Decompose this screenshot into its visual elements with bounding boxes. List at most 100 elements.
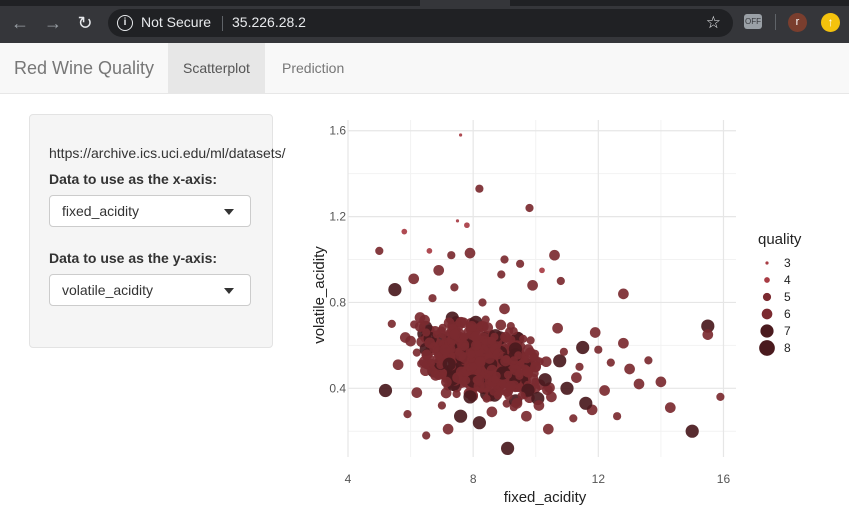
scatter-point (702, 329, 714, 340)
scatter-point (553, 354, 567, 368)
scatter-point (540, 356, 552, 368)
scatter-point (469, 362, 478, 371)
scatter-point (484, 353, 495, 364)
scatter-point (618, 337, 629, 349)
scatter-point (478, 298, 487, 307)
scatter-point (594, 345, 603, 354)
scatterplot-chart: 4 8 12 16 0.4 0.8 1.2 1.6 fixed_acidity volatil… (300, 115, 840, 510)
bookmark-star-icon[interactable]: ☆ (705, 13, 721, 32)
tab-scatterplot[interactable]: Scatterplot (168, 43, 265, 93)
legend-key (764, 277, 770, 283)
scatter-point (633, 378, 645, 390)
scatter-point (441, 376, 452, 388)
reload-icon[interactable]: ↻ (77, 13, 93, 33)
scatter-point (405, 335, 416, 347)
scatter-point (599, 385, 610, 396)
scatter-point (495, 319, 507, 331)
x-tick-label: 8 (470, 472, 477, 486)
axis-ticks: 4 8 12 16 0.4 0.8 1.2 1.6 (329, 124, 730, 486)
scatter-point (487, 336, 496, 346)
y-tick-label: 1.2 (329, 210, 346, 224)
y-axis-select[interactable]: volatile_acidity (49, 274, 251, 306)
scatter-point (401, 228, 408, 235)
x-axis-select[interactable]: fixed_acidity (49, 195, 251, 227)
scatter-point (556, 276, 565, 286)
back-icon[interactable]: ← (11, 13, 29, 33)
scatter-point (546, 391, 557, 403)
scatter-point (455, 316, 467, 328)
legend-key (765, 261, 769, 265)
scatter-point (542, 423, 554, 435)
scatter-point (452, 372, 463, 383)
scatter-point (486, 406, 498, 418)
scatter-point (539, 267, 545, 274)
app-brand[interactable]: Red Wine Quality (14, 58, 155, 78)
scatter-point (481, 315, 490, 324)
legend-title: quality (758, 231, 802, 248)
scatter-point (613, 412, 622, 421)
scatter-point (489, 387, 498, 396)
extension-icon[interactable]: OFF (744, 14, 762, 29)
scatter-point (560, 381, 574, 395)
scatter-point (522, 355, 531, 364)
scatter-point (624, 363, 635, 375)
scatter-point (525, 203, 534, 213)
scatter-point (576, 340, 590, 355)
scatter-point (502, 399, 511, 408)
scatter-point (470, 340, 482, 351)
legend-label: 7 (784, 324, 791, 338)
y-tick-label: 0.8 (329, 295, 346, 309)
scatter-point (427, 358, 436, 367)
scatter-point (450, 283, 459, 292)
scatter-point (378, 383, 393, 398)
scatter-point (685, 424, 699, 438)
x-axis-title: fixed_acidity (504, 489, 587, 506)
scatter-point (414, 312, 426, 323)
x-tick-label: 4 (345, 472, 352, 486)
scatter-point (482, 322, 494, 333)
address-bar[interactable]: i Not Secure 35.226.28.2 ☆ (108, 9, 733, 37)
legend-label: 6 (784, 307, 791, 321)
legend-key (760, 324, 774, 338)
url-text[interactable]: 35.226.28.2 (232, 14, 306, 30)
scatter-point (428, 294, 437, 303)
legend-label: 4 (784, 273, 791, 287)
scatter-point (618, 288, 629, 300)
info-icon[interactable]: i (117, 15, 133, 31)
scatter-point (466, 321, 478, 332)
scatter-point (412, 348, 421, 357)
x-axis-label: Data to use as the x-axis: (49, 171, 218, 187)
scatter-point (426, 248, 433, 254)
scatter-point (434, 352, 443, 361)
scatter-point (501, 334, 510, 343)
scatter-point (527, 279, 538, 291)
y-axis-value: volatile_acidity (62, 282, 154, 298)
scatter-point (549, 249, 560, 261)
scatter-point (503, 370, 513, 379)
scatter-point (459, 332, 468, 341)
scatter-point (492, 348, 504, 360)
scatter-point (497, 270, 506, 279)
tab-prediction[interactable]: Prediction (282, 60, 345, 76)
scatter-point (559, 347, 568, 356)
scatter-point (449, 328, 461, 340)
quality-legend: quality 3 4 5 6 7 8 (758, 231, 802, 356)
scatter-point (472, 416, 486, 430)
scatter-point (432, 330, 441, 339)
scatter-point (470, 330, 482, 342)
legend-key (761, 308, 773, 320)
profile-avatar[interactable]: r (788, 13, 807, 32)
forward-icon[interactable]: → (44, 13, 62, 33)
scatter-point (501, 441, 515, 455)
scatter-point (422, 328, 431, 337)
scatter-point (466, 350, 476, 359)
scatter-point (606, 358, 615, 367)
x-tick-label: 16 (717, 472, 731, 486)
scatter-point (455, 350, 467, 362)
scatter-point (454, 409, 468, 423)
legend-label: 8 (784, 341, 791, 355)
dataset-url: https://archive.ics.uci.edu/ml/datasets/ (49, 145, 286, 161)
scatter-point (701, 319, 715, 333)
update-icon[interactable]: ↑ (821, 13, 840, 32)
active-tab[interactable] (420, 0, 510, 6)
